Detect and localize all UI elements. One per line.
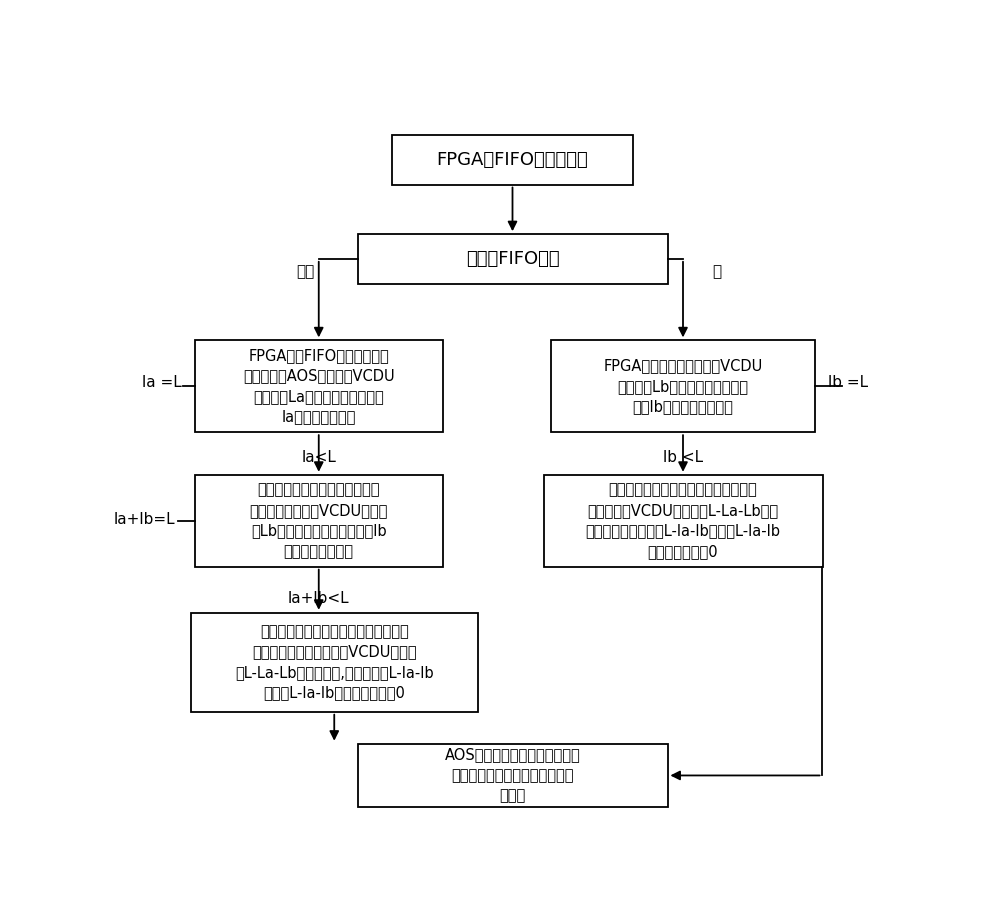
- Text: 逆程数据结束，正程开始，后续时间写
有效数据到VCDU数据区的L-La-Lb数据
区块中，同时计数器L-la-lb开始从L-la-lb
减计数，直到为0: 逆程数据结束，正程开始，后续时间写 有效数据到VCDU数据区的L-La-Lb数据…: [586, 482, 780, 559]
- Text: 空: 空: [712, 264, 722, 279]
- Bar: [544, 475, 822, 567]
- Text: la =L: la =L: [142, 375, 182, 391]
- Text: FPGA从FIFO中读取数据: FPGA从FIFO中读取数据: [437, 151, 588, 169]
- Bar: [358, 743, 668, 807]
- Bar: [195, 475, 443, 567]
- Text: la+lb<L: la+lb<L: [288, 591, 350, 606]
- Text: AOS帧格式填充数据完成，并形
成差错控制域数据，一帧数据组
帧完成: AOS帧格式填充数据完成，并形 成差错控制域数据，一帧数据组 帧完成: [445, 747, 580, 803]
- Text: 逆程数据结束，新的正程开始，后续时
间写新的正程有效数据到VCDU数据区
的L-La-Lb数据区块中,同时计数器L-la-lb
开始从L-la-lb减计数，直到: 逆程数据结束，新的正程开始，后续时 间写新的正程有效数据到VCDU数据区 的L-…: [235, 624, 434, 700]
- Text: 非空: 非空: [297, 264, 315, 279]
- Text: la<L: la<L: [301, 449, 336, 464]
- Text: FPGA将当前逆程数据填入VCDU
数据区的Lb数据区块中，同时计
数器lb记录填充的数据量: FPGA将当前逆程数据填入VCDU 数据区的Lb数据区块中，同时计 数器lb记录…: [603, 358, 763, 414]
- Text: lb =L: lb =L: [828, 375, 868, 391]
- Text: lb <L: lb <L: [663, 449, 703, 464]
- Bar: [551, 340, 815, 432]
- Text: 正程数据结束，逆程开始，后续
时间写无效数据到VCDU数据区
的Lb数据区块中，同时计数器lb
记录填充的数据量: 正程数据结束，逆程开始，后续 时间写无效数据到VCDU数据区 的Lb数据区块中，…: [250, 482, 388, 559]
- Bar: [358, 234, 668, 284]
- Text: FPGA将从FIFO读出的正程数
据，填充到AOS格式中的VCDU
数据区的La数据区块中，计数器
la记录填充的数据: FPGA将从FIFO读出的正程数 据，填充到AOS格式中的VCDU 数据区的La…: [243, 348, 395, 425]
- Text: 当前的FIFO状态: 当前的FIFO状态: [466, 250, 559, 267]
- Text: la+lb=L: la+lb=L: [114, 512, 175, 527]
- Bar: [195, 340, 443, 432]
- Bar: [392, 135, 633, 185]
- Bar: [191, 613, 478, 711]
